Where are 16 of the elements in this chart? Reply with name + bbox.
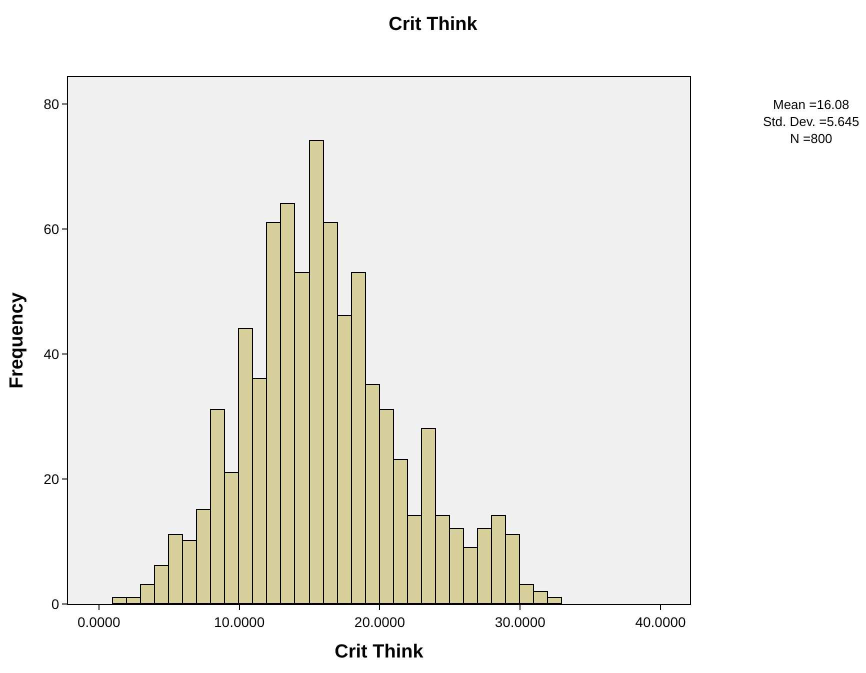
y-tick-label: 80 [44, 96, 60, 112]
y-tick-label: 0 [51, 596, 60, 612]
chart-title: Crit Think [388, 14, 478, 36]
y-tick-label: 60 [44, 220, 60, 237]
text: Mean =16.08 [773, 97, 850, 112]
y-axis-title: Frequency [6, 292, 28, 389]
x-tick-label: 10.0000 [214, 614, 265, 630]
x-tick-label: 20.0000 [354, 614, 406, 630]
y-tick-label: 40 [44, 346, 60, 362]
x-tick-label: 0.0000 [77, 614, 121, 630]
text: Std. Dev. =5.645 [763, 114, 860, 129]
text: N =800 [790, 131, 832, 146]
y-tick-label: 20 [44, 470, 60, 487]
x-tick-label: 30.0000 [494, 614, 546, 630]
x-axis-title: Crit Think [334, 642, 424, 663]
x-tick-label: 40.0000 [635, 614, 686, 630]
